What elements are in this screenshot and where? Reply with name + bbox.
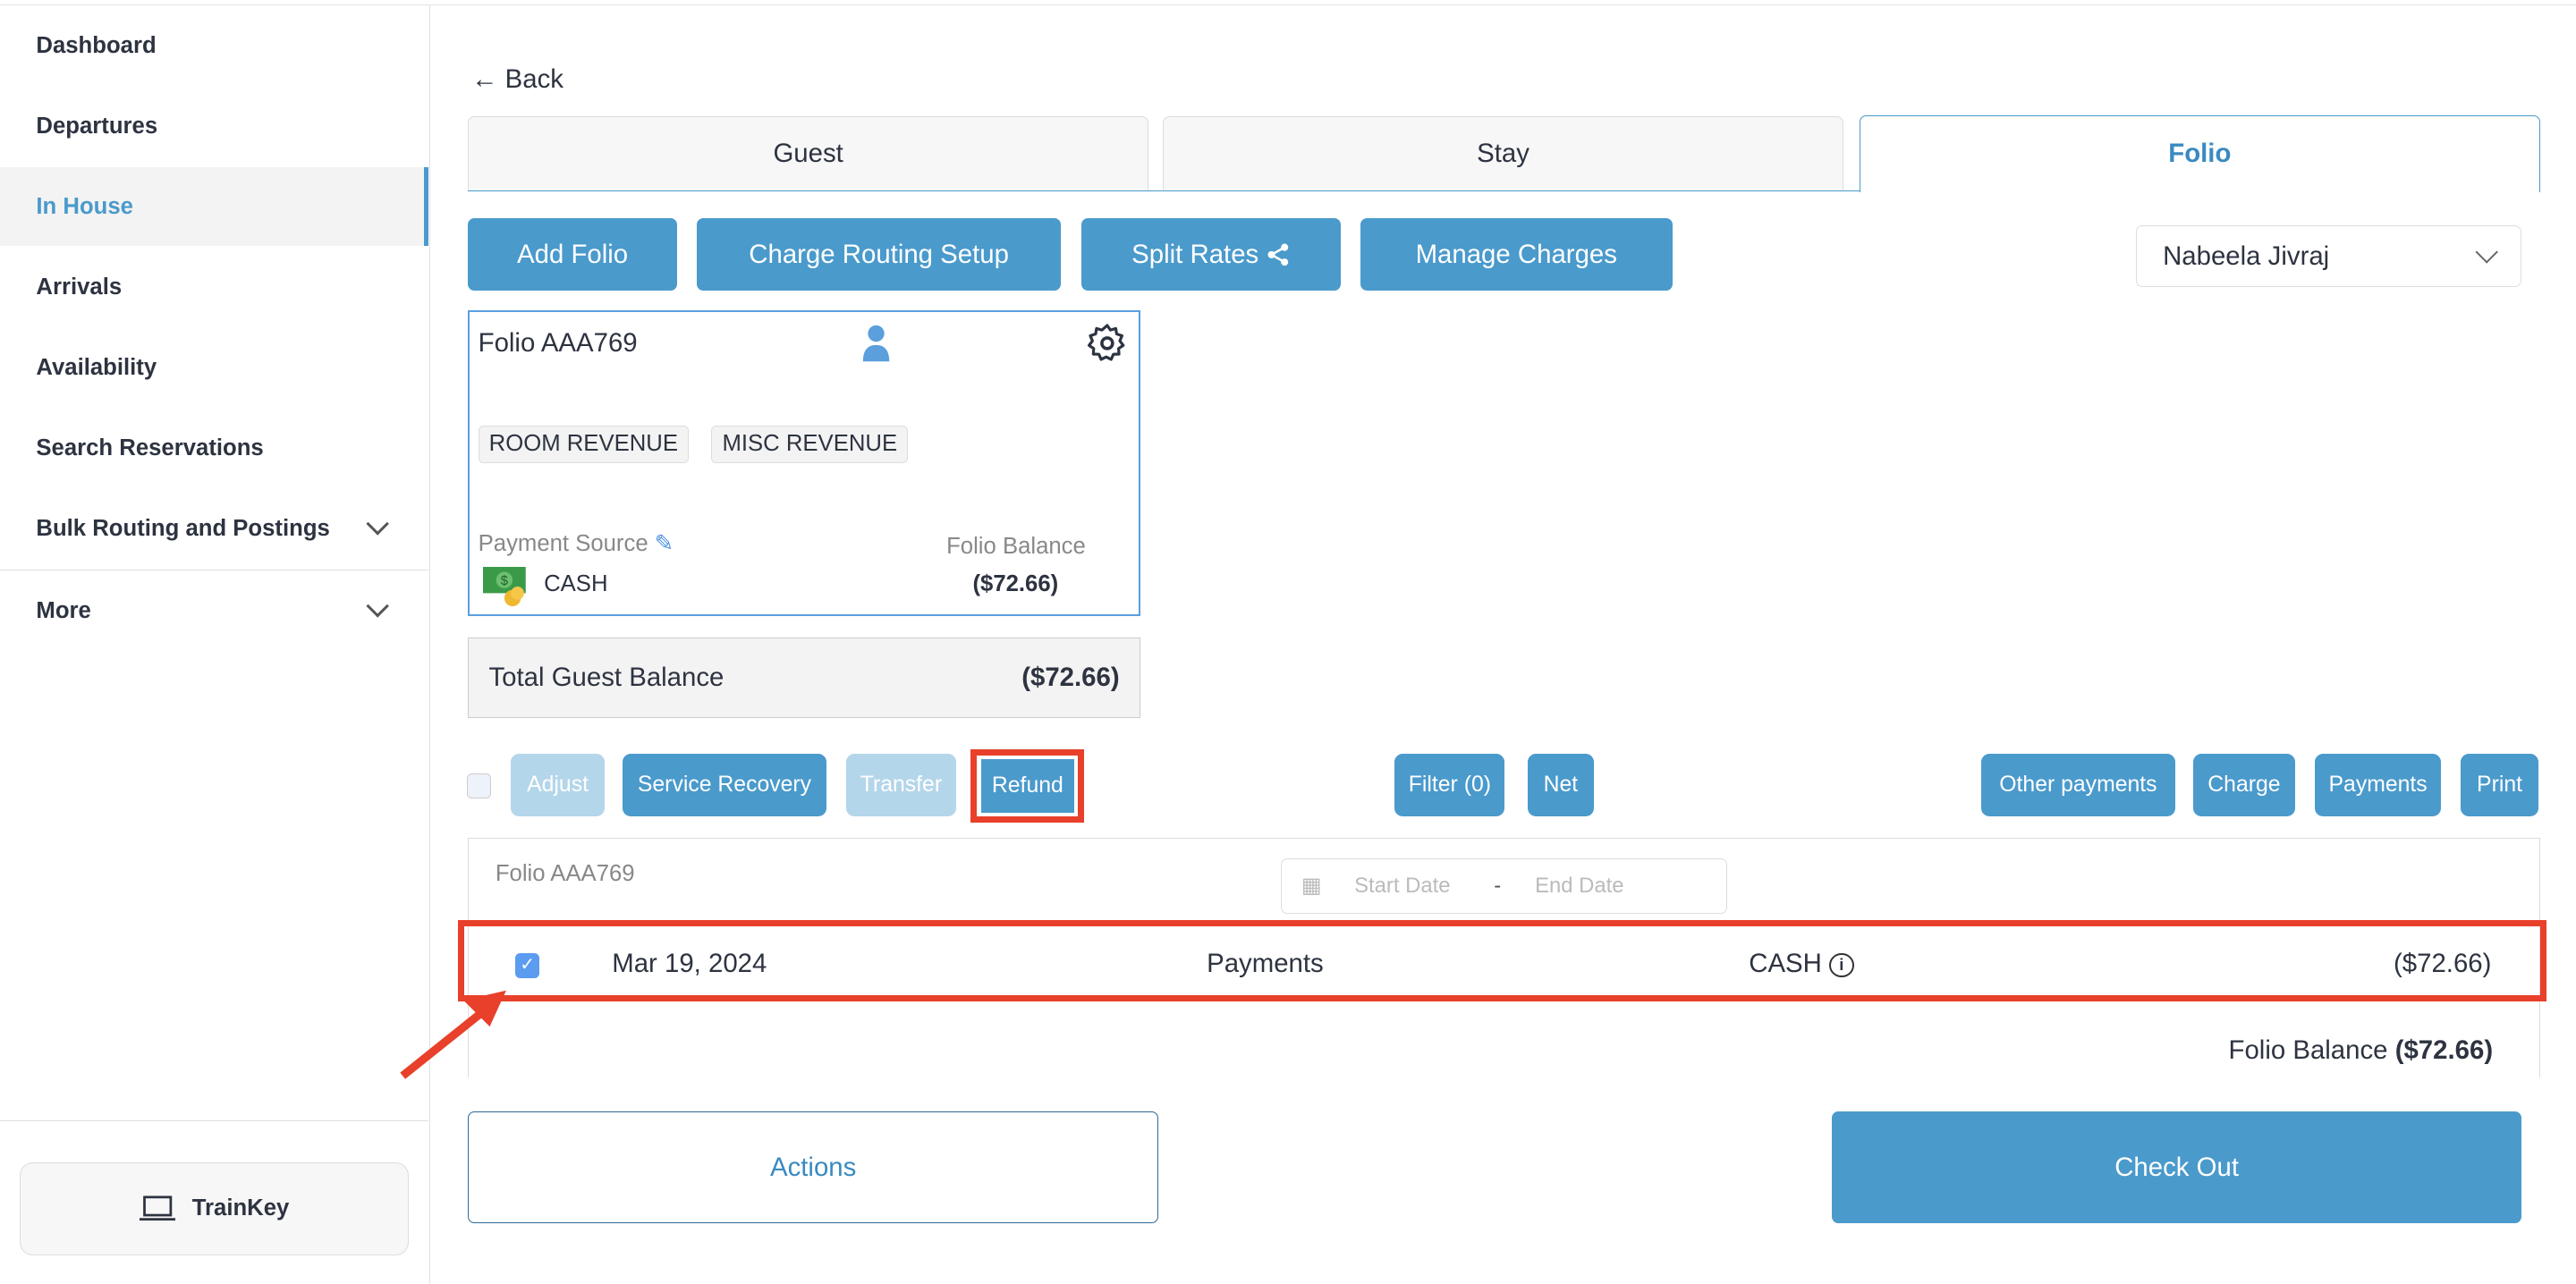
row-method: CASH i: [1749, 948, 1854, 979]
total-value: ($72.66): [1021, 662, 1120, 692]
arrow-left-icon: ←: [471, 63, 498, 94]
chevron-down-icon: [2474, 241, 2498, 264]
calendar-icon: ▦: [1301, 874, 1322, 899]
adjust-button[interactable]: Adjust: [511, 754, 605, 816]
filter-button[interactable]: Filter (0): [1394, 754, 1505, 816]
table-row[interactable]: ✓ Mar 19, 2024 Payments CASH i ($72.66): [469, 927, 2537, 1002]
check-out-button[interactable]: Check Out: [1831, 1111, 2522, 1224]
row-type: Payments: [1207, 948, 1324, 978]
back-label: Back: [504, 63, 564, 94]
folio-name: Folio AAA769: [478, 328, 638, 359]
laptop-icon: [140, 1195, 176, 1221]
back-link[interactable]: ← Back: [471, 64, 564, 95]
sidebar: Dashboard Departures In House Arrivals A…: [0, 4, 431, 1284]
sidebar-item-departures[interactable]: Departures: [36, 113, 158, 139]
row-highlight: [458, 919, 2546, 1002]
sidebar-footer: TrainKey: [0, 1119, 429, 1284]
revenue-tag: ROOM REVENUE: [478, 425, 690, 463]
trainkey-button[interactable]: TrainKey: [20, 1162, 410, 1256]
payment-source-label: Payment Source ✎: [479, 530, 674, 557]
info-icon[interactable]: i: [1829, 952, 1854, 978]
ledger-folio-name: Folio AAA769: [495, 861, 635, 887]
total-label: Total Guest Balance: [488, 662, 724, 692]
revenue-tag: MISC REVENUE: [711, 425, 909, 463]
tab-guest[interactable]: Guest: [468, 116, 1148, 191]
sidebar-item-bulk-routing[interactable]: Bulk Routing and Postings: [0, 489, 428, 568]
split-rates-label: Split Rates: [1131, 239, 1259, 269]
sidebar-item-availability[interactable]: Availability: [36, 354, 157, 380]
select-all-checkbox[interactable]: [466, 773, 492, 798]
chevron-down-icon: [366, 594, 390, 618]
payments-button[interactable]: Payments: [2314, 754, 2442, 816]
ledger-balance-label: Folio Balance: [2228, 1035, 2388, 1066]
start-date-input[interactable]: Start Date: [1354, 873, 1451, 898]
charge-routing-setup-button[interactable]: Charge Routing Setup: [696, 218, 1062, 291]
date-separator: -: [1494, 873, 1502, 898]
service-recovery-button[interactable]: Service Recovery: [623, 754, 826, 816]
sidebar-item-arrivals[interactable]: Arrivals: [36, 274, 123, 300]
ledger-panel: Folio AAA769 ▦ Start Date - End Date ✓ M…: [468, 837, 2540, 1077]
folio-balance-value: ($72.66): [972, 571, 1059, 597]
tab-underline: [468, 190, 2540, 191]
folio-card[interactable]: Folio AAA769 ROOM REVENUE MISC REVENUE P…: [468, 310, 1140, 616]
row-checkbox[interactable]: ✓: [514, 953, 540, 978]
tab-folio[interactable]: Folio: [1860, 114, 2540, 192]
refund-button[interactable]: Refund: [980, 758, 1075, 814]
refund-highlight: [970, 748, 1085, 824]
ledger-balance-value: ($72.66): [2394, 1035, 2494, 1066]
user-icon[interactable]: [861, 324, 891, 363]
other-payments-button[interactable]: Other payments: [1981, 754, 2175, 816]
split-rates-button[interactable]: Split Rates: [1080, 218, 1341, 291]
print-button[interactable]: Print: [2461, 754, 2538, 816]
top-border: [0, 0, 2576, 5]
add-folio-button[interactable]: Add Folio: [468, 218, 677, 291]
sidebar-item-in-house[interactable]: In House: [0, 167, 429, 247]
sidebar-item-label: Bulk Routing and Postings: [36, 515, 330, 541]
gear-icon[interactable]: [1086, 322, 1129, 365]
sidebar-item-label: More: [36, 597, 91, 623]
end-date-input[interactable]: End Date: [1535, 873, 1624, 898]
sidebar-item-more[interactable]: More: [0, 571, 428, 650]
share-icon: [1267, 243, 1289, 266]
row-method-text: CASH: [1749, 948, 1822, 978]
cash-icon: $: [483, 566, 526, 606]
chevron-down-icon: [366, 511, 390, 536]
date-range-picker[interactable]: ▦ Start Date - End Date: [1280, 857, 1728, 915]
payment-source-text: Payment Source: [478, 531, 648, 557]
net-button[interactable]: Net: [1528, 754, 1594, 816]
sidebar-item-search-reservations[interactable]: Search Reservations: [36, 435, 264, 460]
svg-text:$: $: [501, 574, 508, 588]
edit-icon[interactable]: ✎: [654, 531, 674, 557]
sidebar-item-dashboard[interactable]: Dashboard: [36, 32, 157, 58]
ledger-folio-balance: Folio Balance ($72.66): [2229, 1035, 2494, 1066]
folio-balance-label: Folio Balance: [946, 534, 1086, 560]
trainkey-label: TrainKey: [191, 1195, 290, 1221]
manage-charges-button[interactable]: Manage Charges: [1360, 218, 1673, 291]
transfer-button[interactable]: Transfer: [845, 754, 956, 816]
guest-select-value: Nabeela Jivraj: [2163, 241, 2330, 271]
actions-button[interactable]: Actions: [468, 1111, 1158, 1224]
annotation-arrow-icon: [400, 990, 506, 1079]
row-date: Mar 19, 2024: [612, 948, 767, 978]
payment-source-value: CASH: [544, 571, 608, 597]
tab-stay[interactable]: Stay: [1163, 116, 1843, 191]
charge-button[interactable]: Charge: [2192, 754, 2295, 816]
guest-select[interactable]: Nabeela Jivraj: [2135, 224, 2522, 288]
row-amount: ($72.66): [2394, 948, 2492, 978]
total-guest-balance: Total Guest Balance ($72.66): [468, 637, 1140, 718]
